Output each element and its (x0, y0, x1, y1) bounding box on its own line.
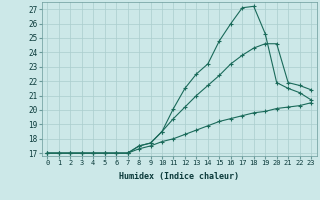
X-axis label: Humidex (Indice chaleur): Humidex (Indice chaleur) (119, 172, 239, 181)
